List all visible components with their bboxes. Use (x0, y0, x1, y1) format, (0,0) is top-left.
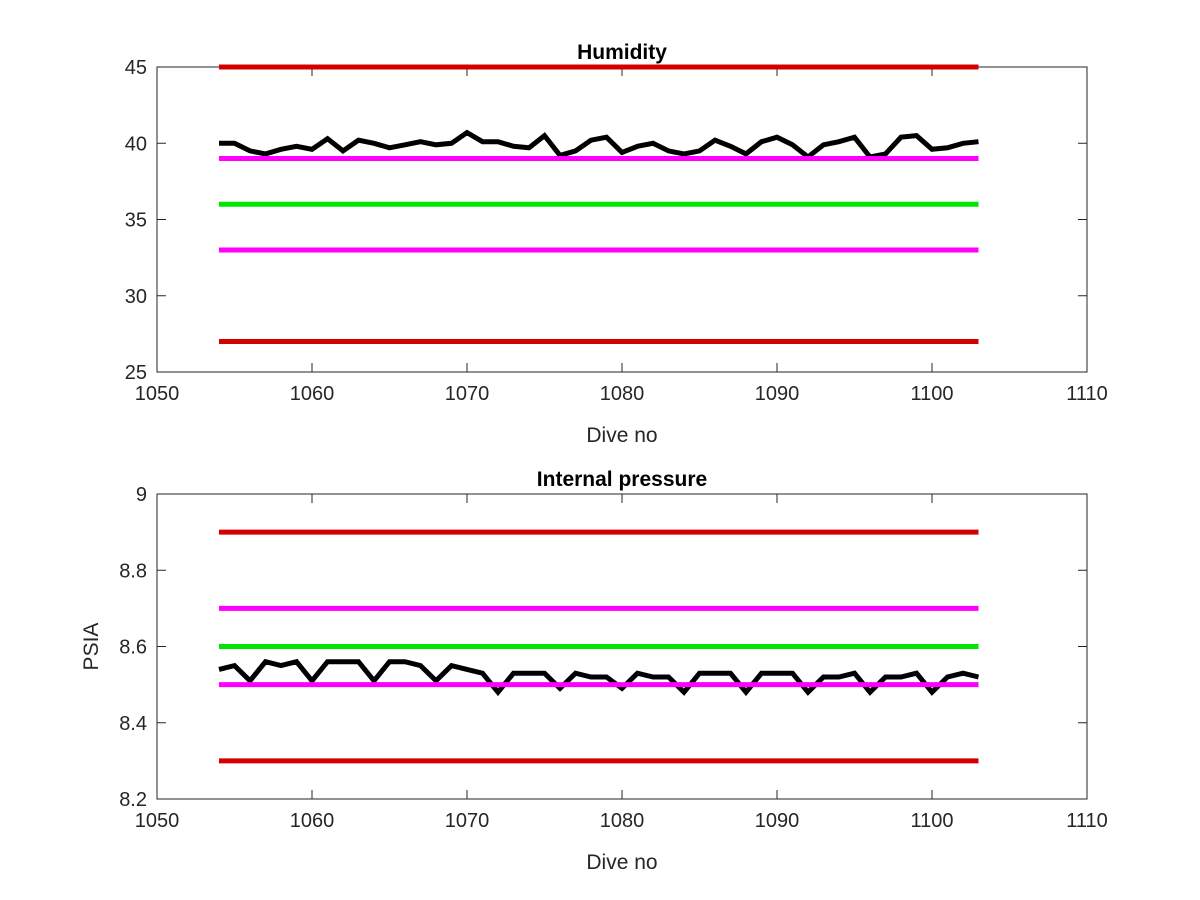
y-tick-label: 8.2 (119, 789, 147, 811)
axes-box (156, 66, 1088, 373)
y-tick-label: 45 (125, 57, 147, 79)
x-tick-label: 1070 (445, 810, 490, 832)
x-tick-label: 1070 (445, 383, 490, 405)
x-tick-label: 1080 (600, 383, 645, 405)
y-tick-label: 40 (125, 133, 147, 155)
data-series-line (219, 129, 979, 161)
x-tick-label: 1060 (290, 810, 335, 832)
y-tick-label: 30 (125, 286, 147, 308)
internal-pressure-panel: 1050 1060 1070 1080 1090 1100 1110 8.2 8.4 8.6 8.8… (80, 468, 1108, 874)
data-series-line (218, 658, 980, 697)
humidity-panel: 1050 1060 1070 1080 1090 1100 1110 25 30 35 40 45 Hu… (125, 41, 1108, 447)
x-tick-label: 1050 (135, 810, 180, 832)
y-tick-label: 8.4 (119, 713, 147, 735)
y-tick-label: 8.6 (119, 637, 147, 659)
x-tick-label: 1100 (910, 383, 953, 405)
y-tick-label: 25 (125, 362, 147, 384)
x-axis-label: Dive no (586, 851, 657, 874)
x-tick-label: 1110 (1066, 810, 1108, 832)
x-tick-label: 1060 (290, 383, 335, 405)
x-tick-label: 1110 (1066, 383, 1108, 405)
y-tick-label: 9 (136, 484, 147, 506)
x-tick-label: 1090 (755, 383, 800, 405)
x-tick-label: 1100 (910, 810, 953, 832)
x-axis-label: Dive no (586, 424, 657, 447)
x-tick-label: 1080 (600, 810, 645, 832)
y-tick-label: 8.8 (119, 560, 147, 582)
chart-title: Internal pressure (537, 468, 707, 491)
x-tick-label: 1050 (135, 383, 180, 405)
y-axis-label: PSIA (80, 623, 103, 671)
y-tick-label: 35 (125, 210, 147, 232)
chart-title: Humidity (577, 41, 667, 64)
x-tick-label: 1090 (755, 810, 800, 832)
